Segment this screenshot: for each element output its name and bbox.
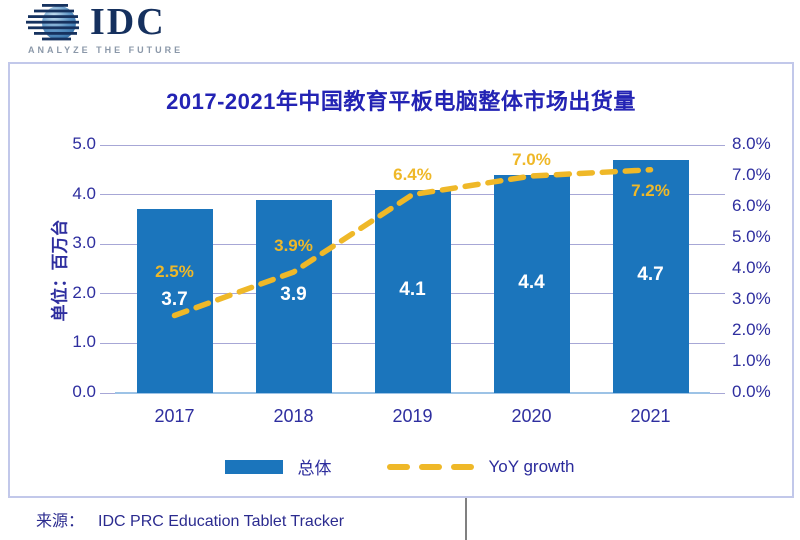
y-axis-tick-label: 4.0	[72, 183, 96, 203]
secondary-y-axis-tick-label: 2.0%	[732, 320, 771, 339]
legend-dash-icon	[451, 463, 475, 470]
bar-2019	[374, 189, 451, 393]
y-axis-tick-label: 3.0	[72, 233, 96, 253]
legend-line-label: YoY growth	[488, 456, 575, 476]
legend-bar-label: 总体	[297, 459, 332, 478]
secondary-y-axis-tick-label: 5.0%	[732, 227, 771, 246]
x-axis-line	[115, 392, 710, 394]
legend-bar-swatch	[225, 459, 284, 474]
bar-2018	[255, 199, 332, 393]
legend-dash-icon	[419, 463, 443, 470]
x-axis-label-2017: 2017	[154, 406, 195, 426]
y-axis-tick-label: 1.0	[72, 332, 96, 352]
gridline	[100, 144, 725, 146]
x-axis-label-2019: 2019	[392, 406, 433, 426]
secondary-y-axis-tick-label: 3.0%	[732, 289, 771, 308]
legend-dash-icon	[387, 463, 411, 470]
bar-2020	[493, 174, 570, 393]
footer-divider	[465, 498, 467, 540]
growth-value-label: 3.9%	[274, 236, 313, 256]
chart-legend: 总体 YoY growth	[0, 454, 800, 479]
x-axis-label-2018: 2018	[273, 406, 314, 426]
bar-value-label: 4.4	[518, 271, 545, 293]
chart-title: 2017-2021年中国教育平板电脑整体市场出货量	[166, 89, 636, 114]
bar-2017	[136, 209, 213, 393]
idc-tagline: ANALYZE THE FUTURE	[28, 45, 184, 55]
bar-value-label: 4.7	[637, 264, 664, 286]
y-axis-tick-label: 5.0	[72, 134, 96, 153]
bar-value-label: 3.7	[161, 289, 188, 311]
growth-value-label: 2.5%	[155, 261, 194, 281]
x-axis-label-2020: 2020	[511, 406, 552, 426]
secondary-y-axis-tick-label: 7.0%	[732, 165, 771, 184]
secondary-y-axis-tick-label: 8.0%	[732, 134, 771, 153]
y-axis-tick-label: 2.0	[72, 282, 96, 302]
source-text: IDC PRC Education Tablet Tracker	[98, 513, 345, 530]
bar-2021	[612, 159, 689, 393]
x-axis-label-2021: 2021	[630, 406, 671, 426]
secondary-y-axis-tick-label: 0.0%	[732, 382, 771, 401]
y-axis-tick-label: 0.0	[72, 382, 96, 401]
legend-line-swatch	[387, 463, 475, 470]
secondary-y-axis-tick-label: 1.0%	[732, 351, 771, 370]
bar-value-label: 4.1	[399, 279, 426, 301]
growth-value-label: 7.0%	[512, 150, 551, 169]
secondary-y-axis-tick-label: 6.0%	[732, 196, 771, 215]
growth-value-label: 6.4%	[393, 164, 432, 184]
source-label: 来源：	[36, 513, 85, 530]
source-line: 来源： IDC PRC Education Tablet Tracker	[36, 507, 344, 531]
idc-brand-text: IDC	[90, 1, 166, 43]
idc-logo: IDC ANALYZE THE FUTURE	[26, 2, 183, 55]
idc-globe-icon	[26, 4, 79, 41]
growth-value-label: 7.2%	[631, 180, 670, 200]
secondary-y-axis-tick-label: 4.0%	[732, 258, 771, 277]
bar-value-label: 3.9	[280, 284, 307, 306]
